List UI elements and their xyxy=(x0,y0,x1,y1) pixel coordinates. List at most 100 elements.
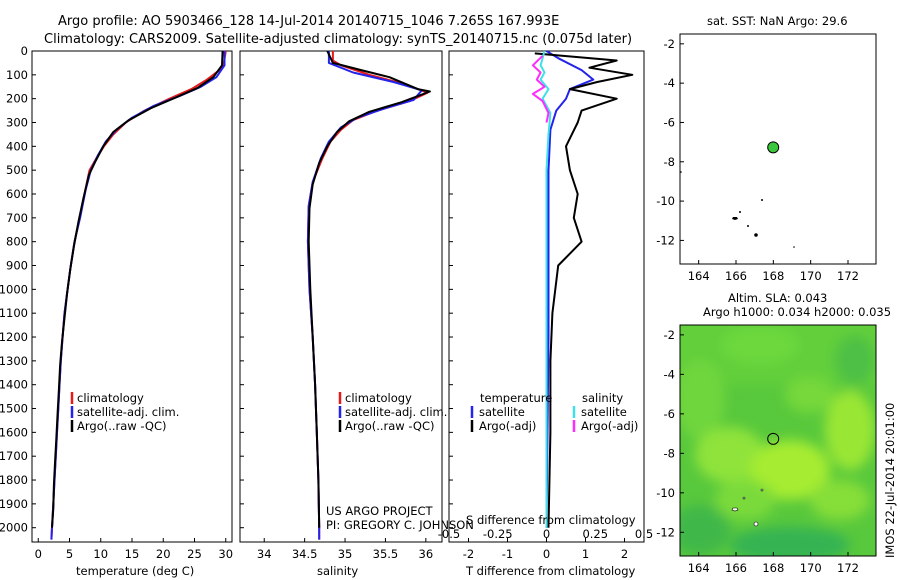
figure-title-line1: Argo profile: AO 5903466_128 14-Jul-2014… xyxy=(58,14,559,29)
lat-tick-label: -4 xyxy=(664,367,675,381)
difference-lines xyxy=(531,50,634,528)
legend-argo: Argo(..raw -QC) xyxy=(77,419,167,433)
depth-tick-label: 1200 xyxy=(0,330,28,344)
series-line-climatology xyxy=(50,50,227,540)
x-tick-label: 34.5 xyxy=(292,547,318,561)
s-diff-tick-label: 0.5 xyxy=(635,527,653,541)
lon-tick-label: 164 xyxy=(688,269,710,283)
sla-map-frame xyxy=(679,324,877,557)
series-line-s-satellite xyxy=(539,50,552,528)
sst-map-title: sat. SST: NaN Argo: 29.6 xyxy=(707,14,848,28)
lat-tick-label: -4 xyxy=(664,76,675,90)
x-tick-label: -1 xyxy=(502,547,513,561)
sla-blob xyxy=(720,325,800,365)
lat-tick-label: -6 xyxy=(664,407,675,421)
lat-tick-label: -2 xyxy=(664,37,675,51)
depth-tick-label: 800 xyxy=(6,235,28,249)
depth-tick-label: 900 xyxy=(6,259,28,273)
series-line-satellite-adj-clim- xyxy=(50,51,226,540)
lat-tick-label: -8 xyxy=(664,155,675,169)
temperature-legend: climatology satellite-adj. clim. Argo(..… xyxy=(70,391,179,433)
x-tick-label: 0 xyxy=(543,547,550,561)
lon-tick-label: 170 xyxy=(800,269,822,283)
legend-clim: climatology xyxy=(77,391,144,405)
s-diff-tick-label: 0 xyxy=(543,527,550,541)
series-line-t-satellite xyxy=(545,50,595,528)
lon-tick-label: 172 xyxy=(837,269,859,283)
x-tick-label: 20 xyxy=(156,547,171,561)
x-tick-label: 0 xyxy=(35,547,42,561)
imos-stamp: IMOS 22-Jul-2014 20:01:00 xyxy=(883,403,897,558)
depth-tick-label: 600 xyxy=(6,187,28,201)
sla-blob xyxy=(695,427,765,483)
temperature-panel xyxy=(31,50,233,543)
x-tick-label: 36 xyxy=(419,547,434,561)
series-line-climatology xyxy=(306,51,429,540)
sst-coastlines xyxy=(680,171,795,248)
series-line-t-argo-adj- xyxy=(534,52,634,528)
lon-tick-label: 168 xyxy=(762,269,784,283)
depth-tick-label: 200 xyxy=(6,92,28,106)
legend-t-sat: satellite xyxy=(479,405,525,419)
sla-map-subtitle: Argo h1000: 0.034 h2000: 0.035 xyxy=(703,305,891,319)
x-tick-label: -2 xyxy=(463,547,474,561)
series-line-satellite-adj-clim- xyxy=(306,51,423,540)
difference-xlabel: T difference from climatology xyxy=(465,564,636,578)
legend-sal-head: salinity xyxy=(582,391,623,405)
legend-argo: Argo(..raw -QC) xyxy=(345,419,435,433)
s-diff-tick-label: -0.5 xyxy=(438,527,460,541)
sst-map-axes: 164 166 168 170 172 -2 -4 -6 -8 -10 -12 xyxy=(656,37,859,283)
depth-axis: 0 100 200 300 400 500 600 700 800 900 1000 1100 1200… xyxy=(0,44,453,535)
legend-s-sat: satellite xyxy=(581,405,627,419)
depth-tick-label: 1100 xyxy=(0,306,28,320)
temperature-lines xyxy=(50,50,227,540)
legend-t-argo: Argo(-adj) xyxy=(479,419,536,433)
sla-blobs xyxy=(680,325,876,556)
figure-title-line2: Climatology: CARS2009. Satellite-adjuste… xyxy=(44,32,632,47)
sla-blob xyxy=(825,390,875,470)
argo-position-marker xyxy=(767,432,780,445)
island-shape xyxy=(760,488,764,492)
depth-tick-label: 500 xyxy=(6,163,28,177)
series-line-argo-raw-qc- xyxy=(51,50,224,528)
lat-tick-label: -6 xyxy=(664,115,675,129)
lat-tick-label: -2 xyxy=(664,328,675,342)
depth-tick-label: 100 xyxy=(6,68,28,82)
legend-temp-head: temperature xyxy=(480,391,552,405)
sla-blob xyxy=(730,527,850,556)
x-tick-label: 35 xyxy=(338,547,353,561)
x-tick-label: 1 xyxy=(582,547,589,561)
island-shape xyxy=(747,225,749,227)
x-tick-label: 30 xyxy=(218,547,233,561)
salinity-xlabel: salinity xyxy=(317,564,358,578)
difference-title: S difference from climatology xyxy=(466,513,636,527)
sla-blob xyxy=(680,505,730,555)
depth-tick-label: 2000 xyxy=(0,521,28,535)
legend-s-argo: Argo(-adj) xyxy=(581,419,638,433)
temperature-xlabel: temperature (deg C) xyxy=(76,564,194,578)
series-line-argo-raw-qc- xyxy=(307,50,431,528)
lat-tick-label: -10 xyxy=(656,486,675,500)
lon-tick-label: 168 xyxy=(762,561,784,575)
island-shape xyxy=(793,246,795,248)
x-tick-label: 15 xyxy=(125,547,140,561)
argo-position-marker xyxy=(767,141,780,154)
lon-tick-label: 164 xyxy=(688,561,710,575)
lat-tick-label: -10 xyxy=(656,194,675,208)
x-tick-label: 2 xyxy=(621,547,628,561)
x-tick-label: 10 xyxy=(93,547,108,561)
depth-tick-label: 1400 xyxy=(0,378,28,392)
island-shape xyxy=(753,521,759,527)
depth-tick-label: 1900 xyxy=(0,497,28,511)
x-tick-label: 25 xyxy=(187,547,202,561)
depth-tick-label: 1700 xyxy=(0,449,28,463)
sla-map-title: Altim. SLA: 0.043 xyxy=(728,291,827,305)
lat-tick-label: -8 xyxy=(664,446,675,460)
legend-clim: climatology xyxy=(345,391,412,405)
depth-tick-label: 700 xyxy=(6,211,28,225)
island-shape xyxy=(761,199,763,201)
series-line-s-argo-adj- xyxy=(531,55,550,123)
x-tick-label: 35.5 xyxy=(373,547,399,561)
depth-tick-label: 1300 xyxy=(0,354,28,368)
depth-tick-label: 300 xyxy=(6,116,28,130)
